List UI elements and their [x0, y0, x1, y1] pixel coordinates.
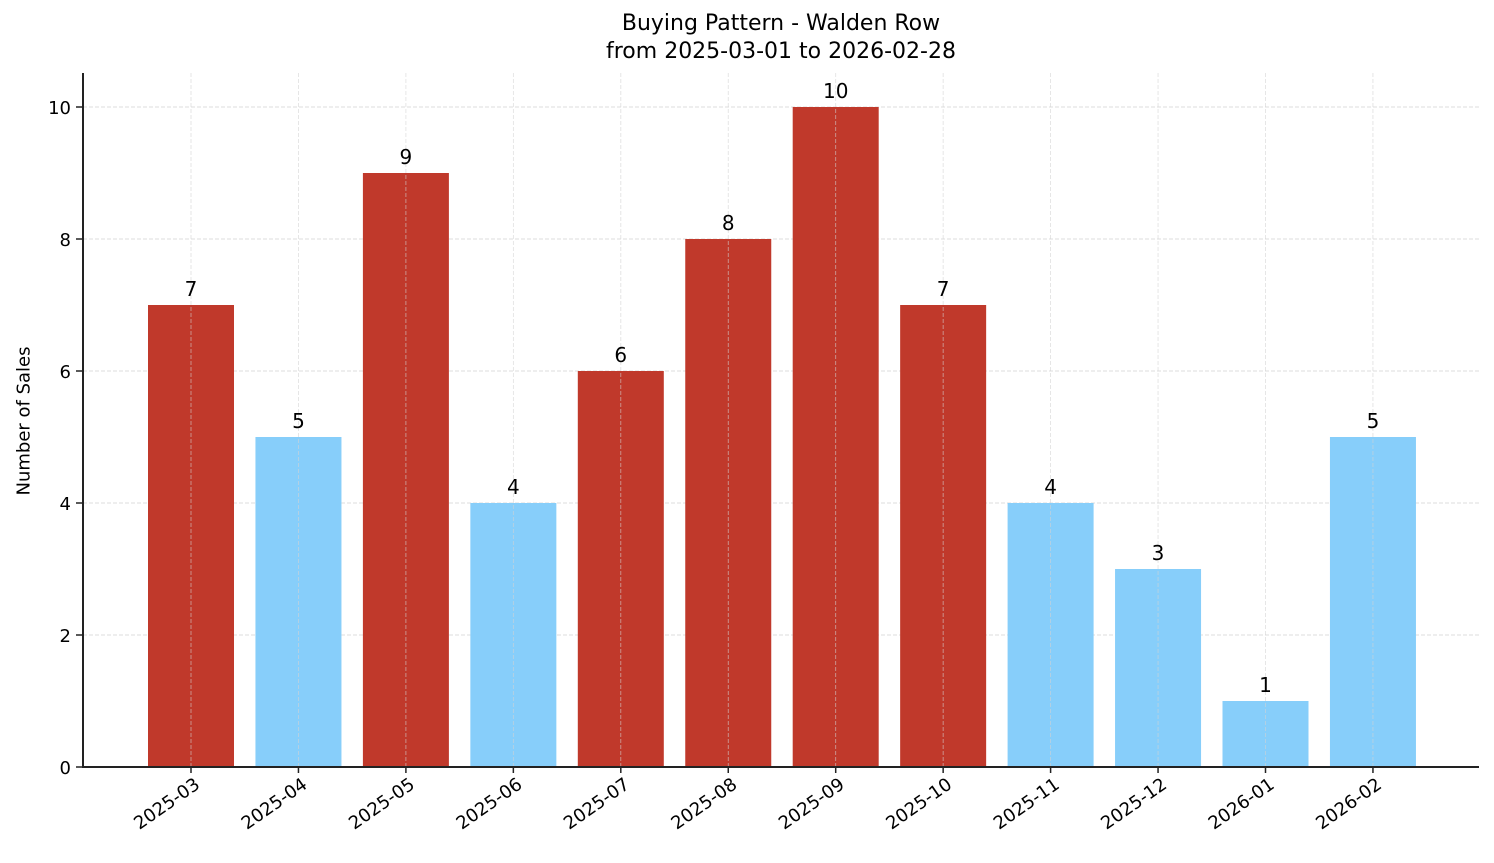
vertical-grid-lines — [190, 73, 1374, 767]
data-label: 1 — [1259, 673, 1272, 697]
x-tick-label: 2025-05 — [345, 774, 419, 834]
data-labels: 7 5 9 4 6 8 10 7 4 3 1 5 — [185, 79, 1380, 697]
data-label: 8 — [722, 211, 735, 235]
data-label: 7 — [185, 277, 198, 301]
data-label: 5 — [1367, 409, 1380, 433]
chart-subtitle: from 2025-03-01 to 2026-02-28 — [606, 39, 956, 64]
y-tick-label: 4 — [60, 494, 71, 515]
x-tick-label: 2025-09 — [775, 774, 849, 834]
y-tick-label: 2 — [60, 626, 71, 647]
x-tick-label: 2025-08 — [667, 774, 741, 834]
data-label: 10 — [823, 79, 848, 103]
data-label: 6 — [614, 343, 627, 367]
chart-title: Buying Pattern - Walden Row from 2025-03… — [83, 10, 1479, 66]
x-tick-label: 2026-01 — [1205, 774, 1279, 834]
x-tick-label: 2025-12 — [1097, 774, 1171, 834]
data-label: 3 — [1152, 541, 1165, 565]
data-label: 5 — [292, 409, 305, 433]
x-tick-label: 2025-04 — [238, 774, 312, 834]
axes — [82, 73, 1479, 768]
x-tick-label: 2025-07 — [560, 774, 634, 834]
y-axis-ticks: 0 2 4 6 8 10 — [48, 98, 83, 779]
y-tick-label: 8 — [60, 230, 71, 251]
y-tick-label: 10 — [48, 98, 71, 119]
data-label: 4 — [1044, 475, 1057, 499]
chart-title-main: Buying Pattern - Walden Row — [621, 11, 941, 36]
x-tick-label: 2025-03 — [130, 774, 204, 834]
data-label: 4 — [507, 475, 520, 499]
y-tick-label: 0 — [60, 758, 71, 779]
x-tick-label: 2025-11 — [990, 774, 1064, 834]
data-label: 9 — [400, 145, 413, 169]
x-tick-label: 2025-10 — [882, 774, 956, 834]
x-axis-ticks: 2025-03 2025-04 2025-05 2025-06 2025-07 2025-… — [130, 767, 1386, 834]
bars — [148, 107, 1416, 767]
data-label: 7 — [937, 277, 950, 301]
x-tick-label: 2026-02 — [1312, 774, 1386, 834]
x-tick-label: 2025-06 — [453, 774, 527, 834]
y-tick-label: 6 — [60, 362, 71, 383]
